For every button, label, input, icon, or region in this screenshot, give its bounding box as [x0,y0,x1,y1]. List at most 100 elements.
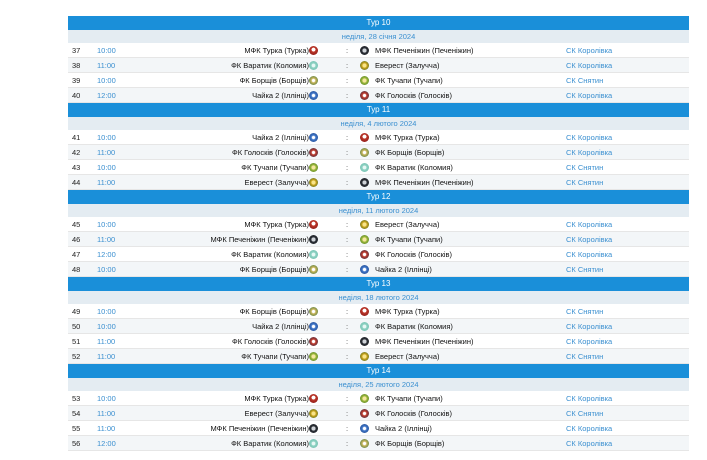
match-time-link[interactable]: 10:00 [97,46,116,55]
score-separator: : [345,409,349,418]
home-team-logo-icon [309,337,318,346]
home-team: ФК Борщів (Борщів) [239,76,309,85]
venue-link[interactable]: СК Королівка [566,439,613,448]
match-time-link[interactable]: 12:00 [97,250,116,259]
venue-link[interactable]: СК Королівка [566,337,613,346]
match-time-link[interactable]: 11:00 [97,61,116,70]
venue-link[interactable]: СК Королівка [566,133,613,142]
home-team-logo-icon [309,409,318,418]
home-team: ФК Голосків (Голосків) [232,148,309,157]
home-team: ФК Варатик (Коломия) [231,61,309,70]
match-time-link[interactable]: 11:00 [97,337,116,346]
away-team-logo-icon [360,322,369,331]
away-team: ФК Борщів (Борщів) [375,439,445,448]
match-row: 38 11:00 ФК Варатик (Коломия): Еверест (Зал… [68,58,689,73]
away-team: ФК Тучапи (Тучапи) [375,76,443,85]
venue-link[interactable]: СК Снятин [566,265,604,274]
score-separator: : [345,220,349,229]
match-number: 52 [72,352,81,361]
home-team-logo-icon [309,424,318,433]
venue-link[interactable]: СК Снятин [566,352,604,361]
match-time-link[interactable]: 10:00 [97,394,116,403]
away-team: Чайка 2 (Іллінці) [375,424,432,433]
venue-link[interactable]: СК Королівка [566,61,613,70]
home-team: МФК Турка (Турка) [244,220,309,229]
match-time-link[interactable]: 10:00 [97,76,116,85]
match-number: 43 [72,163,81,172]
match-number: 37 [72,46,81,55]
match-time-link[interactable]: 12:00 [97,439,116,448]
score-separator: : [345,178,349,187]
match-time-link[interactable]: 10:00 [97,163,116,172]
venue-link[interactable]: СК Королівка [566,424,613,433]
match-number: 40 [72,91,81,100]
venue-link[interactable]: СК Королівка [566,322,613,331]
away-team-logo-icon [360,409,369,418]
match-time-link[interactable]: 10:00 [97,133,116,142]
away-team: Чайка 2 (Іллінці) [375,265,432,274]
score-separator: : [345,76,349,85]
score-separator: : [345,61,349,70]
score-separator: : [345,163,349,172]
match-time-link[interactable]: 10:00 [97,265,116,274]
away-team: ФК Голосків (Голосків) [375,250,452,259]
away-team-logo-icon [360,133,369,142]
venue-link[interactable]: СК Снятин [566,163,604,172]
match-number: 49 [72,307,81,316]
match-time-link[interactable]: 10:00 [97,220,116,229]
score-separator: : [345,352,349,361]
match-time-link[interactable]: 10:00 [97,322,116,331]
venue-link[interactable]: СК Королівка [566,46,613,55]
away-team: МФК Печеніжин (Печеніжин) [375,46,474,55]
match-number: 48 [72,265,81,274]
home-team: ФК Борщів (Борщів) [239,307,309,316]
venue-link[interactable]: СК Снятин [566,409,604,418]
match-number: 55 [72,424,81,433]
score-separator: : [345,322,349,331]
home-team: ФК Борщів (Борщів) [239,265,309,274]
venue-link[interactable]: СК Снятин [566,76,604,85]
match-time-link[interactable]: 11:00 [97,424,116,433]
match-schedule: Тур 10 неділя, 28 січня 2024 37 10:00 МФК Ту… [68,16,689,451]
venue-link[interactable]: СК Королівка [566,394,613,403]
match-time-link[interactable]: 12:00 [97,91,116,100]
match-time-link[interactable]: 11:00 [97,409,116,418]
away-team: ФК Варатик (Коломия) [375,322,453,331]
away-team-logo-icon [360,337,369,346]
away-team-logo-icon [360,163,369,172]
score-separator: : [345,307,349,316]
match-time-link[interactable]: 10:00 [97,307,116,316]
home-team-logo-icon [309,235,318,244]
home-team-logo-icon [309,61,318,70]
match-time-link[interactable]: 11:00 [97,148,116,157]
match-time-link[interactable]: 11:00 [97,352,116,361]
venue-link[interactable]: СК Королівка [566,148,613,157]
away-team: ФК Варатик (Коломия) [375,163,453,172]
home-team-logo-icon [309,91,318,100]
venue-link[interactable]: СК Королівка [566,220,613,229]
match-number: 47 [72,250,81,259]
venue-link[interactable]: СК Снятин [566,307,604,316]
home-team: МФК Печеніжин (Печеніжин) [210,424,310,433]
away-team-logo-icon [360,91,369,100]
venue-link[interactable]: СК Королівка [566,91,613,100]
home-team-logo-icon [309,250,318,259]
venue-link[interactable]: СК Снятин [566,178,604,187]
match-row: 43 10:00 ФК Тучапи (Тучапи): ФК Варатик (Ко… [68,160,689,175]
away-team: ФК Тучапи (Тучапи) [375,394,443,403]
away-team-logo-icon [360,265,369,274]
venue-link[interactable]: СК Королівка [566,235,613,244]
round-date: неділя, 18 лютого 2024 [68,291,689,304]
away-team-logo-icon [360,352,369,361]
away-team-logo-icon [360,235,369,244]
away-team: ФК Борщів (Борщів) [375,148,445,157]
venue-link[interactable]: СК Королівка [566,250,613,259]
match-time-link[interactable]: 11:00 [97,235,116,244]
round-header: Тур 12 [68,190,689,204]
match-row: 39 10:00 ФК Борщів (Борщів): ФК Тучапи (Туч… [68,73,689,88]
match-row: 56 12:00 ФК Варатик (Коломия): ФК Борщів (Б… [68,436,689,451]
match-number: 41 [72,133,81,142]
home-team: Чайка 2 (Іллінці) [252,322,309,331]
match-row: 42 11:00 ФК Голосків (Голосків): ФК Борщів … [68,145,689,160]
match-time-link[interactable]: 11:00 [97,178,116,187]
